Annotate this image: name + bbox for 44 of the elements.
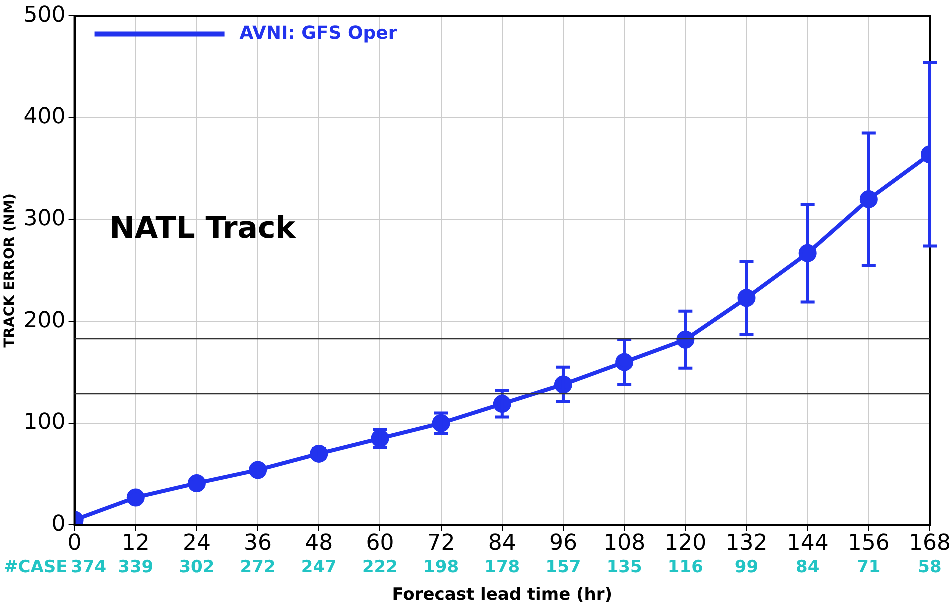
text: 222 — [362, 558, 398, 578]
x-tick-label: 120 — [664, 531, 707, 556]
x-tick-label: 84 — [488, 531, 516, 556]
text: 84 — [796, 558, 820, 578]
x-tick-label: 12 — [122, 531, 150, 556]
x-tick-label: 132 — [726, 531, 768, 556]
x-tick-label: 36 — [244, 531, 272, 556]
text: 247 — [301, 558, 337, 578]
y-tick-label: 300 — [24, 206, 66, 232]
text: 116 — [668, 558, 704, 578]
text: 178 — [484, 558, 520, 578]
x-tick-label: 0 — [68, 531, 82, 556]
point — [126, 488, 145, 507]
text: 198 — [424, 558, 460, 578]
text: 71 — [857, 558, 881, 578]
text: 302 — [179, 558, 215, 578]
x-tick-label: 72 — [427, 531, 456, 556]
x-tick-label: 48 — [305, 531, 334, 556]
text: AVNI: GFS Oper — [240, 22, 398, 44]
x-tick-label: 96 — [549, 531, 578, 556]
text: 374 — [71, 558, 107, 578]
text: NATL Track — [110, 210, 297, 246]
y-axis-title: TRACK ERROR (NM) — [2, 194, 18, 348]
y-tick-label: 400 — [24, 104, 66, 130]
text: 99 — [734, 558, 759, 578]
text: 339 — [118, 558, 154, 578]
text: #CASE — [4, 558, 68, 578]
x-tick-label: 168 — [909, 531, 951, 556]
y-tick-label: 200 — [24, 308, 66, 334]
y-tick-label: 0 — [52, 512, 66, 537]
text: 272 — [240, 558, 276, 578]
point — [310, 444, 328, 463]
text: 58 — [918, 558, 942, 578]
x-tick-label: 60 — [366, 531, 394, 556]
x-tick-label: 144 — [786, 531, 829, 556]
y-tick-label: 100 — [24, 410, 66, 436]
x-axis-title: Forecast lead time (hr) — [392, 585, 613, 606]
text: 157 — [546, 558, 582, 578]
point — [188, 474, 206, 492]
x-tick-label: 24 — [182, 531, 211, 556]
text: 135 — [606, 558, 642, 578]
x-tick-label: 156 — [848, 531, 890, 556]
x-tick-label: 108 — [604, 531, 646, 556]
y-tick-label: 500 — [24, 2, 66, 28]
